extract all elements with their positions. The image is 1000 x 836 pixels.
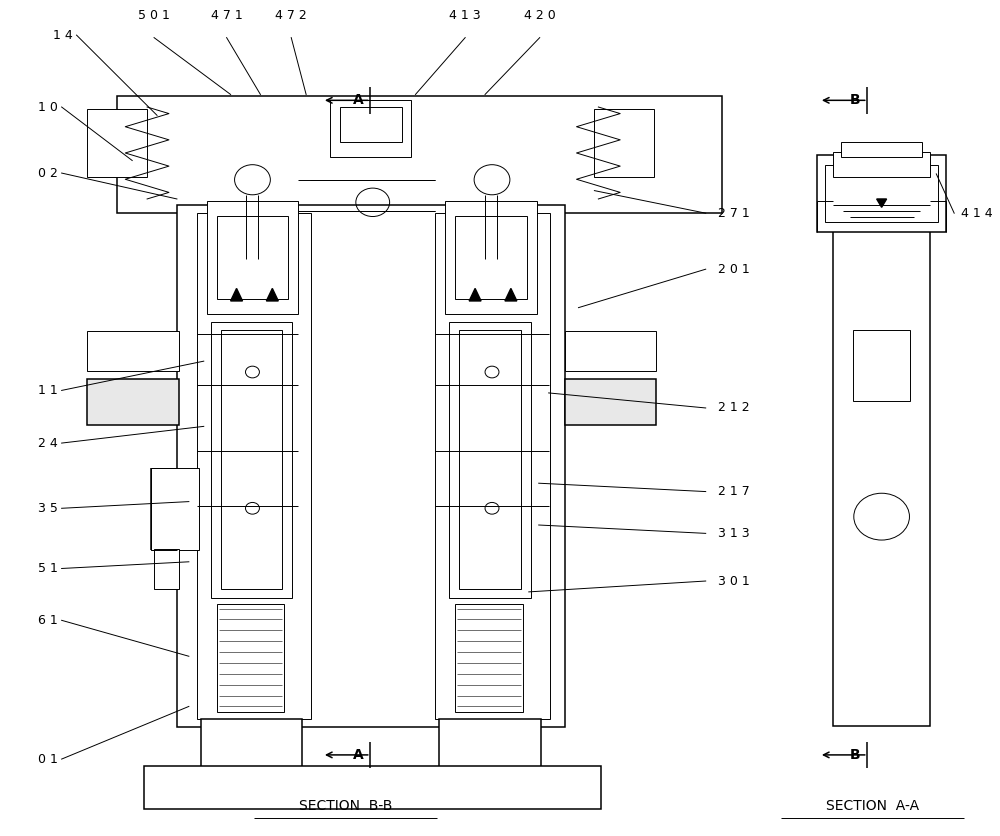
Text: 4 1 3: 4 1 3 bbox=[449, 8, 481, 22]
Text: SECTION  A-A: SECTION A-A bbox=[826, 798, 919, 813]
Bar bbox=[340, 107, 402, 142]
Bar bbox=[177, 205, 565, 727]
Polygon shape bbox=[877, 199, 887, 207]
Text: SECTION  B-B: SECTION B-B bbox=[299, 798, 393, 813]
Bar bbox=[455, 604, 523, 712]
Bar bbox=[211, 322, 292, 598]
Text: 4 2 0: 4 2 0 bbox=[524, 8, 556, 22]
Bar bbox=[565, 331, 656, 371]
Text: 6 1: 6 1 bbox=[38, 614, 58, 627]
Polygon shape bbox=[231, 288, 243, 301]
Text: 5 0 1: 5 0 1 bbox=[138, 8, 170, 22]
Text: 2 1 2: 2 1 2 bbox=[718, 401, 749, 415]
Bar bbox=[197, 213, 311, 719]
Bar bbox=[435, 213, 550, 719]
Bar bbox=[841, 142, 922, 157]
Bar bbox=[144, 766, 601, 809]
Bar bbox=[87, 331, 179, 371]
Text: 0 2: 0 2 bbox=[38, 166, 58, 180]
Text: 2 0 1: 2 0 1 bbox=[718, 263, 749, 276]
Bar bbox=[449, 322, 531, 598]
Text: 4 1 4: 4 1 4 bbox=[961, 206, 993, 220]
Text: 5 1: 5 1 bbox=[38, 562, 58, 575]
Bar bbox=[853, 330, 910, 401]
Text: 2 7 1: 2 7 1 bbox=[718, 206, 749, 220]
Text: 3 0 1: 3 0 1 bbox=[718, 574, 749, 588]
Bar bbox=[817, 155, 946, 232]
Bar bbox=[154, 549, 179, 589]
Text: B: B bbox=[850, 94, 861, 107]
Bar bbox=[87, 109, 147, 177]
Text: A: A bbox=[353, 94, 364, 107]
Text: 3 1 3: 3 1 3 bbox=[718, 527, 749, 540]
Bar bbox=[449, 769, 531, 796]
Text: 1 4: 1 4 bbox=[53, 28, 72, 42]
Bar bbox=[217, 216, 288, 299]
Bar bbox=[117, 96, 722, 213]
Polygon shape bbox=[505, 288, 517, 301]
Text: 3 5: 3 5 bbox=[38, 502, 58, 515]
Bar bbox=[151, 468, 199, 550]
Text: 1 0: 1 0 bbox=[38, 100, 58, 114]
Bar bbox=[445, 201, 537, 314]
Text: 4 7 2: 4 7 2 bbox=[275, 8, 307, 22]
Bar bbox=[221, 330, 282, 589]
Bar bbox=[217, 604, 284, 712]
Text: 2 4: 2 4 bbox=[38, 436, 58, 450]
Bar bbox=[439, 719, 541, 771]
Bar bbox=[87, 379, 179, 425]
Bar bbox=[833, 152, 930, 177]
Bar bbox=[211, 769, 292, 796]
Polygon shape bbox=[469, 288, 481, 301]
Text: A: A bbox=[353, 748, 364, 762]
Text: 0 1: 0 1 bbox=[38, 752, 58, 766]
Bar bbox=[201, 719, 302, 771]
Bar bbox=[594, 109, 654, 177]
Text: B: B bbox=[850, 748, 861, 762]
Bar bbox=[455, 216, 527, 299]
Bar bbox=[825, 165, 938, 222]
Bar bbox=[459, 330, 521, 589]
Bar bbox=[330, 100, 411, 157]
Text: 2 1 7: 2 1 7 bbox=[718, 485, 749, 498]
Bar bbox=[833, 181, 930, 726]
Text: 1 1: 1 1 bbox=[38, 384, 58, 397]
Text: 4 7 1: 4 7 1 bbox=[211, 8, 242, 22]
Polygon shape bbox=[266, 288, 278, 301]
Bar bbox=[565, 379, 656, 425]
Bar bbox=[207, 201, 298, 314]
